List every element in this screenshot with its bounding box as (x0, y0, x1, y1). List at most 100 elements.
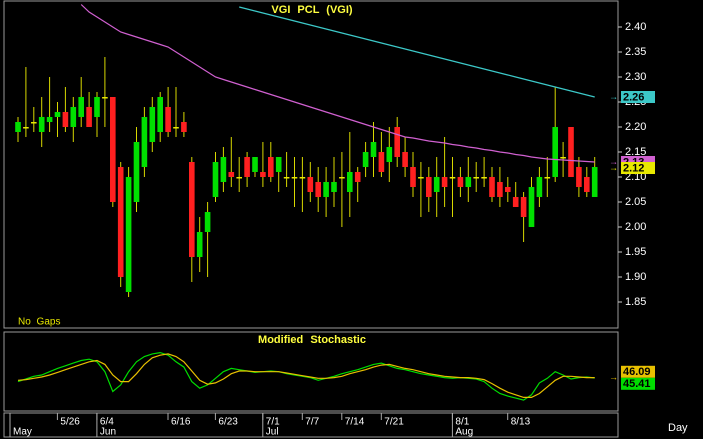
x-tick-label: 6/23 (218, 417, 238, 428)
candle-body (23, 127, 29, 129)
candle-body (552, 127, 558, 177)
y-tick-label: 1.95 (625, 246, 646, 258)
y-tick-label: 1.85 (625, 296, 646, 308)
candle-body (117, 167, 124, 277)
candle-body (331, 182, 337, 192)
candle-body (489, 177, 495, 197)
candle-body (62, 112, 69, 127)
candle-body (591, 167, 598, 197)
candle-body (149, 107, 156, 142)
candle-body (299, 177, 306, 179)
last-value-arrow: → (609, 372, 618, 382)
y-tick-label: 2.35 (625, 46, 646, 58)
candle-body (512, 197, 519, 207)
candle-body (362, 152, 369, 167)
x-tick-label: 6/4 (100, 417, 114, 428)
chart-title: VGI PCL (VGI) (271, 4, 352, 16)
candle-body (244, 157, 250, 177)
candle-body (110, 97, 116, 202)
candle-body (268, 157, 274, 177)
candle-body (15, 122, 21, 132)
last-close-box (621, 162, 655, 174)
last-value-box (621, 365, 655, 378)
x-tick-label: 8/1 (455, 417, 469, 428)
candle-body (165, 107, 171, 132)
candle-body (433, 177, 440, 192)
candle-body (339, 177, 345, 179)
candle-body (157, 97, 163, 132)
candle-body (370, 142, 377, 157)
date-strip (3, 412, 619, 438)
price-panel (3, 0, 619, 329)
candle-body (173, 127, 179, 129)
y-tick-label: 2.15 (625, 146, 646, 158)
x-tick-label: 7/7 (305, 417, 319, 428)
candle-body (94, 97, 100, 117)
candle-body (31, 122, 37, 124)
candle-body (528, 187, 535, 227)
candle-body (212, 162, 219, 197)
candle-body (457, 177, 464, 187)
candle-body (441, 177, 448, 187)
stochastic-title: Modified Stochastic (258, 334, 366, 346)
candle-body (544, 177, 551, 179)
candle-body (347, 172, 353, 192)
candle-body (291, 177, 298, 179)
candle-body (378, 152, 385, 172)
candle-body (576, 167, 582, 187)
candle-body (307, 177, 314, 192)
candle-body (402, 152, 408, 167)
series-line (80, 4, 595, 163)
last-value-label: 2.26 (623, 91, 644, 103)
x-tick-label: 5/26 (60, 417, 80, 428)
candle-body (70, 107, 77, 127)
candle-body (141, 117, 148, 167)
x-tick-label: 7/1 (266, 417, 280, 428)
gap-note: No Gaps (18, 317, 60, 328)
candle-body (315, 182, 321, 197)
x-tick-label: 6/16 (171, 417, 191, 428)
y-tick-label: 2.00 (625, 221, 646, 233)
x-tick-label: 7/14 (345, 417, 365, 428)
candle-body (189, 162, 195, 257)
candle-body (78, 97, 84, 117)
candle-body (204, 212, 211, 232)
candle-body (252, 157, 258, 172)
candle-body (473, 177, 479, 179)
candle-body (196, 232, 203, 257)
last-value-label: 46.09 (623, 366, 651, 378)
month-label: Aug (455, 427, 473, 438)
candle-body (584, 177, 590, 192)
candle-body (505, 187, 511, 192)
y-tick-label: 2.05 (625, 196, 646, 208)
candle-body (220, 157, 227, 182)
x-axis-label: Day (668, 422, 688, 434)
candle-body (386, 147, 393, 162)
candle-body (354, 172, 361, 182)
last-close-arrow: → (609, 162, 618, 172)
candle-body (394, 127, 400, 157)
candle-body (228, 172, 235, 177)
candle-body (38, 117, 45, 132)
candle-body (236, 177, 242, 179)
candle-body (410, 167, 416, 187)
candle-body (418, 177, 424, 179)
candle-body (520, 197, 527, 217)
candle-body (181, 122, 187, 132)
month-label: May (13, 427, 32, 438)
last-value-box (621, 377, 655, 390)
candle-body (275, 157, 282, 172)
candle-body (560, 157, 566, 159)
candle-body (102, 97, 108, 99)
y-tick-label: 1.90 (625, 271, 646, 283)
series-line (239, 6, 595, 98)
y-tick-label: 2.20 (625, 121, 646, 133)
last-value-arrow: → (609, 156, 618, 166)
month-label: Jul (266, 427, 279, 438)
last-close-label: 2.12 (623, 162, 644, 174)
candle-body (86, 107, 92, 127)
candle-body (465, 177, 472, 187)
month-label: Jun (100, 427, 116, 438)
